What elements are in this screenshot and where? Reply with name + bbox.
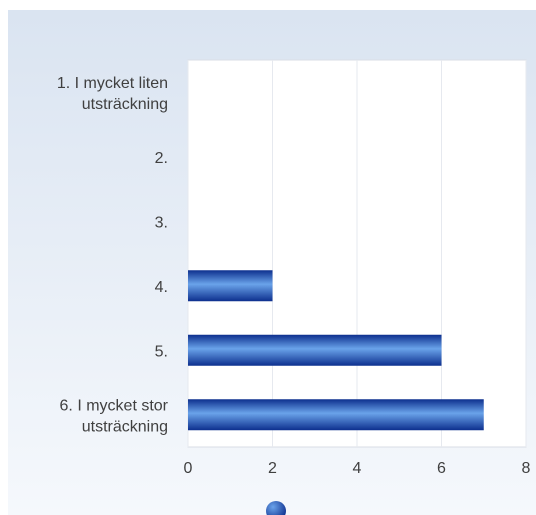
bars (188, 270, 484, 431)
bar (188, 270, 273, 302)
chart-container: 1. I mycket liten utsträckning 2. 3. 4. 5. 6. … (8, 10, 536, 515)
category-label: 1. I mycket liten utsträckning (57, 75, 168, 113)
category-labels: 1. I mycket liten utsträckning 2. 3. 4. 5. 6. … (57, 75, 169, 436)
bar-chart: 1. I mycket liten utsträckning 2. 3. 4. 5. 6. … (8, 10, 536, 515)
x-tick-label: 4 (353, 460, 362, 477)
category-label: 5. (155, 343, 168, 360)
bar (188, 334, 442, 366)
bar (188, 399, 484, 431)
x-tick-label: 2 (268, 460, 277, 477)
category-label: 2. (155, 150, 168, 167)
x-tick-label: 8 (522, 460, 531, 477)
category-label: 6. I mycket stor utsträckning (60, 397, 169, 435)
x-tick-label: 6 (437, 460, 446, 477)
legend-marker (266, 501, 286, 515)
legend (266, 501, 286, 515)
x-tick-labels: 0 2 4 6 8 (184, 460, 531, 477)
category-label: 3. (155, 214, 168, 231)
x-tick-label: 0 (184, 460, 193, 477)
category-label: 4. (155, 279, 168, 296)
grid-lines (187, 60, 527, 447)
